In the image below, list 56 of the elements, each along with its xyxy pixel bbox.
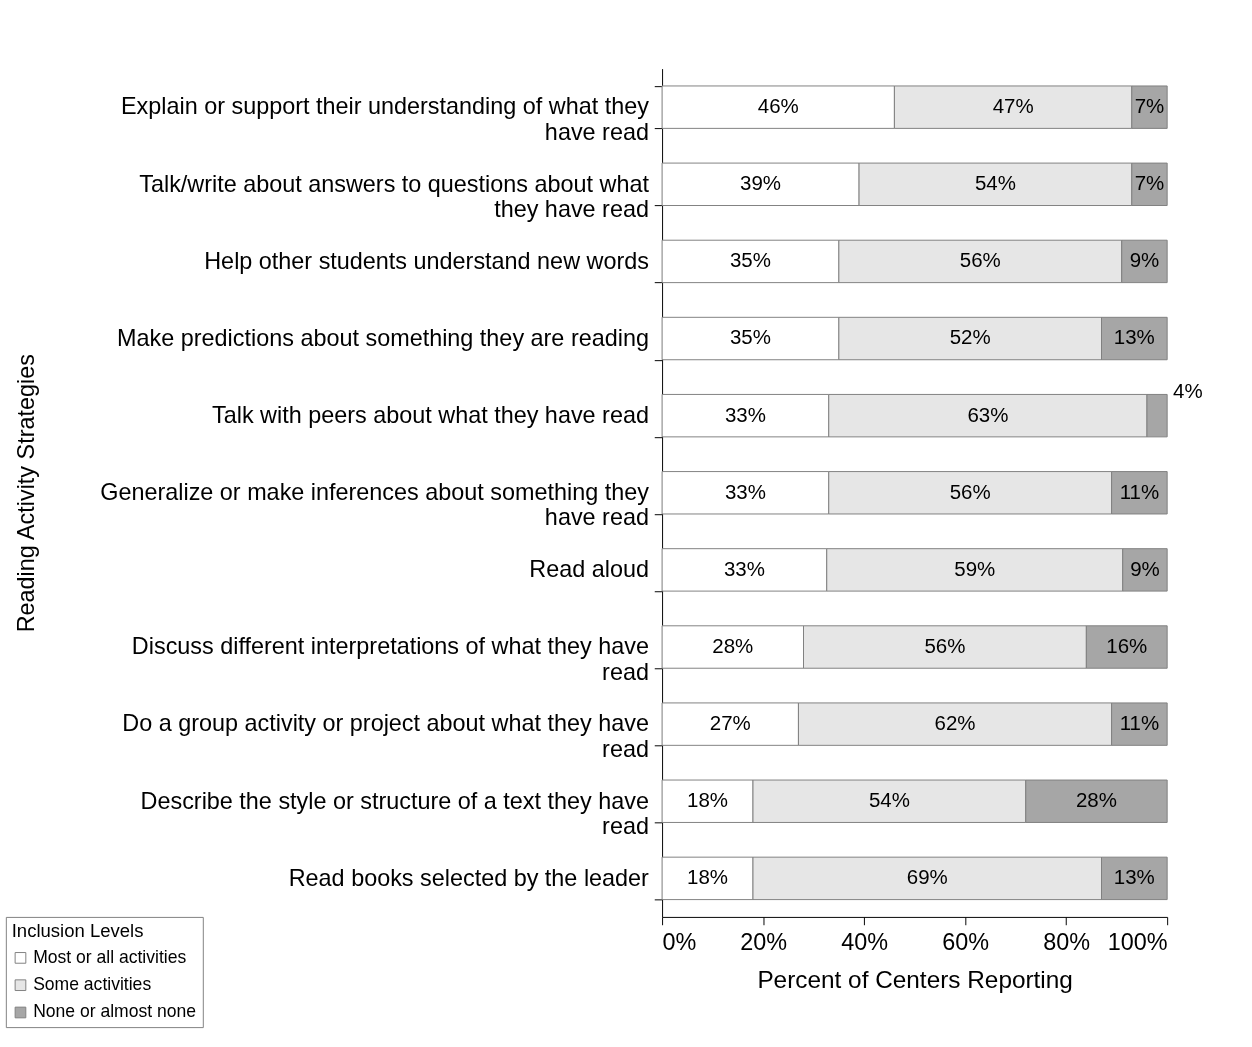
data-label: 33% xyxy=(724,402,766,426)
data-label: 13% xyxy=(1113,325,1155,349)
legend-label: None or almost none xyxy=(33,1001,197,1022)
x-tick-label: 60% xyxy=(942,928,990,955)
y-tick-label: Explain or support their understanding of what they have read xyxy=(120,93,650,145)
data-label: 56% xyxy=(924,633,966,657)
x-tick-label: 20% xyxy=(740,928,787,955)
y-axis-title: Reading Activity Strategies xyxy=(12,354,39,633)
data-label: 28% xyxy=(1075,788,1117,812)
y-tick-label: Read aloud xyxy=(529,556,649,583)
data-label: 27% xyxy=(709,710,751,734)
data-label: 56% xyxy=(959,248,1001,272)
data-label: 56% xyxy=(949,479,991,503)
y-tick-label: Generalize or make inferences about something they have read xyxy=(100,479,650,531)
y-tick-label: Make predictions about something they are reading xyxy=(117,324,649,351)
y-tick-label: Describe the style or structure of a text they have read xyxy=(140,787,649,839)
data-label: 11% xyxy=(1119,710,1160,734)
data-label: 39% xyxy=(740,171,782,195)
legend-label: Most or all activities xyxy=(33,946,187,967)
data-label: 54% xyxy=(974,171,1016,195)
x-tick-label: 40% xyxy=(841,928,889,955)
data-label: 16% xyxy=(1106,633,1148,657)
data-label: 7% xyxy=(1134,171,1165,195)
data-label: 59% xyxy=(954,556,996,580)
data-label: 28% xyxy=(712,633,754,657)
x-tick-label: 0% xyxy=(662,928,697,955)
x-tick-label: 80% xyxy=(1043,928,1091,955)
data-label: 18% xyxy=(687,865,729,889)
y-tick-label: Read books selected by the leader xyxy=(288,864,650,891)
y-tick-label: Help other students understand new words xyxy=(204,247,649,274)
y-tick-label: Talk/write about answers to questions about what they have read xyxy=(139,170,650,222)
data-label: 33% xyxy=(723,556,765,580)
x-axis-title: Percent of Centers Reporting xyxy=(757,965,1073,993)
data-label: 33% xyxy=(724,479,766,503)
data-label: 52% xyxy=(949,325,991,349)
data-label: 62% xyxy=(934,710,976,734)
legend-title: Inclusion Levels xyxy=(11,920,144,942)
data-label: 46% xyxy=(757,94,799,118)
data-label: 13% xyxy=(1113,865,1155,889)
x-tick-label: 100% xyxy=(1107,928,1168,955)
data-label: 4% xyxy=(1173,379,1203,403)
data-label: 35% xyxy=(729,325,771,349)
data-label: 47% xyxy=(992,94,1034,118)
data-label: 18% xyxy=(687,788,729,812)
y-tick-label: Do a group activity or project about what they have read xyxy=(122,710,649,762)
data-label: 69% xyxy=(906,865,948,889)
legend-label: Some activities xyxy=(33,974,152,995)
data-label: 35% xyxy=(729,248,771,272)
data-label: 63% xyxy=(967,402,1009,426)
data-label: 11% xyxy=(1119,479,1160,503)
data-label: 9% xyxy=(1130,556,1160,580)
data-label: 54% xyxy=(868,788,910,812)
data-label: 9% xyxy=(1129,248,1160,272)
data-label: 7% xyxy=(1134,94,1165,118)
y-tick-label: Discuss different interpretations of what they have read xyxy=(131,633,649,685)
y-tick-label: Talk with peers about what they have read xyxy=(212,401,649,428)
